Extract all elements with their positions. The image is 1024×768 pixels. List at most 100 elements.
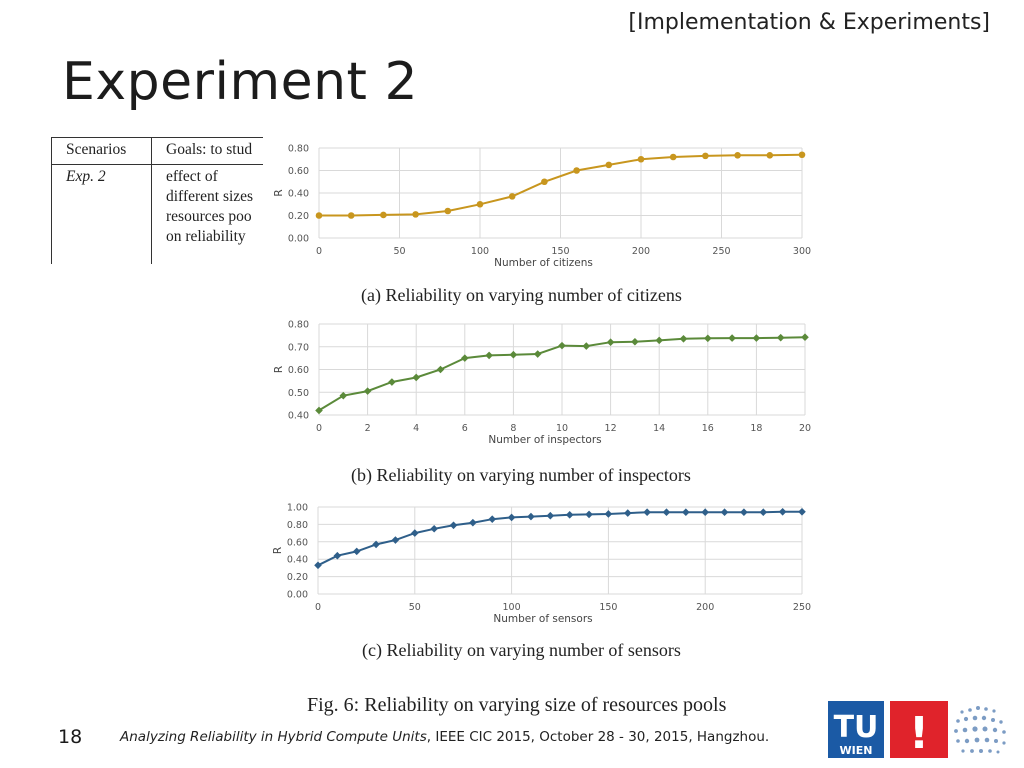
- chart-c-data-point: [430, 524, 438, 533]
- chart-b-data-point: [388, 378, 396, 386]
- chart-c-series-line: [317, 510, 802, 567]
- chart-b-x-tick-label: 10: [556, 423, 568, 434]
- chart-a-x-tick-label: 250: [712, 246, 730, 257]
- chart-c-x-tick-label: 50: [409, 602, 421, 613]
- chart-a-data-point: [315, 212, 323, 219]
- chart-a-caption: (a) Reliability on varying number of cit…: [361, 285, 682, 305]
- chart-a-y-axis-label: R: [273, 189, 285, 196]
- chart-b-data-point: [631, 337, 639, 346]
- chart-b-data-point: [509, 350, 518, 359]
- chart-a-data-point: [412, 211, 419, 218]
- chart-c-x-tick-label: 0: [315, 602, 321, 613]
- chart-c-x-tick-label: 100: [503, 602, 521, 613]
- chart-c-x-axis-label: Number of sensors: [493, 613, 592, 625]
- chart-b-x-axis-label: Number of inspectors: [488, 434, 601, 446]
- chart-a-data-point: [605, 161, 613, 169]
- tu-wien-logo: TU WIEN !: [828, 701, 1006, 759]
- chart-b-y-tick-label: 0.50: [288, 388, 309, 399]
- chart-c-data-point: [488, 515, 497, 523]
- scenario-table: Scenarios Goals: to stud Exp. 2 effect o…: [51, 137, 263, 264]
- chart-c-data-point: [759, 508, 768, 517]
- chart-c-data-point: [585, 510, 593, 519]
- chart-c-x-tick-label: 250: [793, 602, 811, 613]
- chart-b-data-point: [363, 387, 372, 395]
- chart-c-data-point: [565, 511, 574, 519]
- chart-b-x-tick-label: 2: [365, 423, 371, 434]
- chart-c-data-point: [527, 512, 535, 521]
- chart-b-data-point: [461, 354, 469, 362]
- footer-venue: , IEEE CIC 2015, October 28 - 30, 2015, …: [426, 729, 770, 745]
- chart-c-data-point: [333, 551, 342, 560]
- goal-line: resources poo: [166, 208, 252, 225]
- chart-a-data-point: [573, 167, 580, 174]
- chart-b-x-tick-label: 4: [413, 423, 419, 434]
- chart-a-series-line: [319, 153, 803, 217]
- goal-line: effect of: [166, 168, 218, 185]
- chart-a-data-point: [380, 211, 387, 219]
- chart-c-data-point: [778, 507, 787, 516]
- chart-c-x-tick-label: 150: [599, 602, 617, 613]
- chart-c-data-point: [469, 518, 477, 527]
- chart-a-data-point: [476, 200, 484, 208]
- chart-b-data-point: [412, 373, 420, 382]
- logo-exclamation-mark: !: [909, 708, 929, 759]
- chart-b-data-point: [728, 334, 736, 342]
- chart-c-data-point: [643, 508, 651, 517]
- logo-dots-icon: [954, 706, 1006, 754]
- chart-a-data-point: [637, 155, 645, 163]
- logo-wien-text: WIEN: [840, 744, 873, 757]
- chart-b-caption: (b) Reliability on varying number of ins…: [351, 465, 691, 485]
- chart-c-y-tick-label: 0.60: [287, 537, 308, 548]
- goal-line: on reliability: [166, 228, 246, 245]
- chart-b-x-tick-label: 6: [462, 423, 468, 434]
- chart-c-data-point: [546, 511, 555, 520]
- chart-c-caption: (c) Reliability on varying number of sen…: [362, 640, 681, 660]
- goal-line: different sizes: [166, 188, 254, 205]
- chart-b-y-tick-label: 0.70: [288, 342, 309, 353]
- chart-a-y-tick-label: 0.00: [288, 234, 309, 245]
- chart-c-data-point: [352, 547, 361, 556]
- chart-a-data-point: [669, 153, 677, 161]
- chart-b-data-point: [436, 365, 445, 374]
- page-number: 18: [58, 726, 83, 748]
- chart-b-data-point: [801, 333, 809, 341]
- chart-c-data-point: [720, 508, 729, 517]
- chart-b-x-tick-label: 20: [799, 423, 811, 434]
- chart-b-data-point: [752, 334, 761, 342]
- footer-citation: Analyzing Reliability in Hybrid Compute …: [120, 729, 769, 745]
- logo-tu-text: TU: [834, 710, 879, 745]
- chart-c-y-tick-label: 0.00: [287, 590, 308, 601]
- chart-b-x-tick-label: 14: [653, 423, 665, 434]
- table-header-scenarios: Scenarios: [51, 137, 152, 165]
- chart-c-data-point: [798, 507, 806, 516]
- chart-c-y-tick-label: 0.80: [287, 520, 308, 531]
- slide-title: Experiment 2: [62, 52, 419, 112]
- chart-a-x-tick-label: 0: [316, 246, 322, 257]
- chart-c-data-point: [682, 508, 690, 517]
- chart-b-data-point: [315, 406, 323, 415]
- chart-a-data-point: [766, 152, 774, 159]
- chart-a-x-tick-label: 50: [393, 246, 405, 257]
- table-cell-goal: effect of different sizes resources poo …: [151, 164, 263, 264]
- section-tag: [Implementation & Experiments]: [628, 10, 990, 35]
- chart-b-data-point: [582, 342, 591, 350]
- chart-a-data-point: [734, 152, 741, 159]
- chart-b-data-point: [606, 338, 615, 346]
- chart-c-data-point: [740, 508, 748, 517]
- chart-c-data-point: [372, 540, 380, 549]
- chart-c-data-point: [411, 529, 419, 537]
- chart-c-data-point: [314, 561, 322, 570]
- chart-b-y-axis-label: R: [273, 366, 285, 373]
- chart-b-y-tick-label: 0.80: [288, 320, 309, 331]
- chart-c-x-tick-label: 200: [696, 602, 714, 613]
- chart-b-x-tick-label: 0: [316, 423, 322, 434]
- chart-a-x-axis-label: Number of citizens: [494, 257, 593, 269]
- chart-c-data-point: [662, 508, 671, 517]
- chart-a-data-point: [702, 152, 709, 160]
- chart-a-x-tick-label: 150: [551, 246, 569, 257]
- chart-c-data-point: [449, 521, 458, 530]
- chart-b-data-point: [679, 334, 688, 343]
- chart-c-data-point: [604, 510, 613, 518]
- chart-c-y-axis-label: R: [272, 547, 284, 554]
- charts-figure: 0.000.200.400.600.800 50 100 150 200 250 300Nu…: [272, 144, 811, 626]
